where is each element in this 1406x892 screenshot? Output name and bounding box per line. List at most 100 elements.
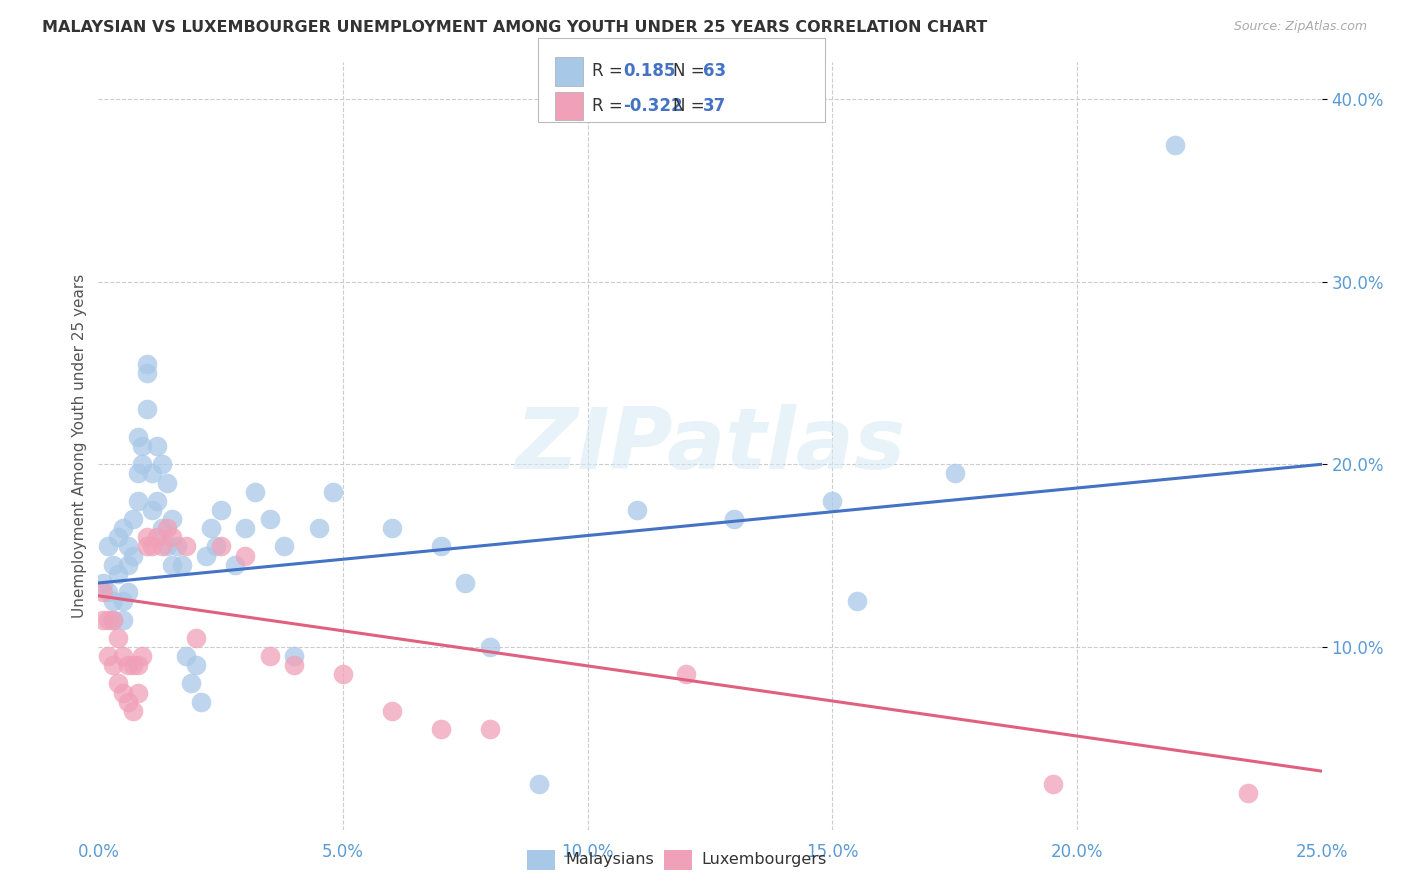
- Point: [209, 540, 232, 554]
- Point: [131, 439, 153, 453]
- Point: [146, 530, 169, 544]
- Point: [478, 722, 501, 736]
- Text: N =: N =: [673, 97, 704, 115]
- Point: [141, 467, 163, 481]
- Point: [101, 594, 124, 608]
- Point: [430, 722, 453, 736]
- Point: [454, 576, 477, 591]
- Point: [150, 457, 173, 471]
- Point: [136, 357, 159, 371]
- Point: [111, 594, 134, 608]
- Point: [283, 658, 305, 673]
- Point: [141, 503, 163, 517]
- Point: [101, 613, 124, 627]
- Point: [180, 676, 202, 690]
- Point: [117, 558, 139, 572]
- Point: [136, 530, 159, 544]
- Point: [136, 366, 159, 380]
- Point: [91, 576, 114, 591]
- Point: [107, 676, 129, 690]
- Point: [675, 667, 697, 681]
- Text: Malaysians: Malaysians: [565, 853, 654, 867]
- Point: [626, 503, 648, 517]
- Point: [478, 640, 501, 654]
- Point: [150, 521, 173, 535]
- Point: [117, 585, 139, 599]
- Point: [176, 540, 198, 554]
- Point: [200, 521, 222, 535]
- Point: [190, 695, 212, 709]
- Text: N =: N =: [673, 62, 704, 80]
- Point: [322, 484, 344, 499]
- Point: [308, 521, 330, 535]
- Point: [136, 540, 159, 554]
- Point: [430, 540, 453, 554]
- Point: [156, 540, 179, 554]
- Point: [121, 512, 143, 526]
- Point: [97, 613, 120, 627]
- Text: ZIPatlas: ZIPatlas: [515, 404, 905, 488]
- Point: [1164, 137, 1187, 152]
- Point: [176, 648, 198, 663]
- Point: [101, 613, 124, 627]
- Point: [121, 704, 143, 718]
- Point: [107, 566, 129, 581]
- Text: R =: R =: [592, 97, 623, 115]
- Point: [127, 493, 149, 508]
- Point: [205, 540, 228, 554]
- Point: [141, 540, 163, 554]
- Text: 37: 37: [703, 97, 727, 115]
- Point: [243, 484, 266, 499]
- Point: [943, 467, 966, 481]
- Point: [127, 685, 149, 699]
- Point: [156, 475, 179, 490]
- Point: [160, 530, 183, 544]
- Text: 63: 63: [703, 62, 725, 80]
- Text: Source: ZipAtlas.com: Source: ZipAtlas.com: [1233, 20, 1367, 33]
- Point: [121, 549, 143, 563]
- Y-axis label: Unemployment Among Youth under 25 years: Unemployment Among Youth under 25 years: [72, 274, 87, 618]
- Point: [170, 558, 193, 572]
- Point: [381, 521, 404, 535]
- Point: [91, 613, 114, 627]
- Point: [131, 648, 153, 663]
- Point: [101, 558, 124, 572]
- Point: [127, 467, 149, 481]
- Point: [186, 658, 208, 673]
- Point: [233, 549, 256, 563]
- Point: [195, 549, 218, 563]
- Point: [111, 685, 134, 699]
- Point: [1042, 777, 1064, 791]
- Point: [723, 512, 745, 526]
- Point: [117, 540, 139, 554]
- Point: [146, 493, 169, 508]
- Point: [160, 558, 183, 572]
- Point: [107, 530, 129, 544]
- Point: [1237, 786, 1260, 800]
- Point: [273, 540, 295, 554]
- Point: [381, 704, 404, 718]
- Point: [224, 558, 246, 572]
- Text: MALAYSIAN VS LUXEMBOURGER UNEMPLOYMENT AMONG YOUTH UNDER 25 YEARS CORRELATION CH: MALAYSIAN VS LUXEMBOURGER UNEMPLOYMENT A…: [42, 20, 987, 35]
- Point: [127, 430, 149, 444]
- Text: R =: R =: [592, 62, 623, 80]
- Point: [160, 512, 183, 526]
- Point: [845, 594, 868, 608]
- Point: [259, 512, 281, 526]
- Point: [233, 521, 256, 535]
- Point: [332, 667, 354, 681]
- Point: [91, 585, 114, 599]
- Point: [283, 648, 305, 663]
- Point: [97, 585, 120, 599]
- Point: [821, 493, 844, 508]
- Point: [111, 613, 134, 627]
- Text: -0.322: -0.322: [623, 97, 682, 115]
- Point: [111, 648, 134, 663]
- Point: [150, 540, 173, 554]
- Point: [131, 457, 153, 471]
- Point: [111, 521, 134, 535]
- Point: [117, 695, 139, 709]
- Point: [146, 439, 169, 453]
- Point: [136, 402, 159, 417]
- Point: [259, 648, 281, 663]
